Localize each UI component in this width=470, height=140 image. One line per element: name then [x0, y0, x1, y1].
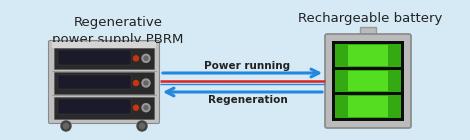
Text: Rechargeable battery: Rechargeable battery	[298, 12, 442, 25]
Circle shape	[61, 121, 71, 131]
FancyBboxPatch shape	[48, 40, 159, 123]
Text: Regeneration: Regeneration	[208, 95, 287, 105]
FancyBboxPatch shape	[325, 34, 411, 128]
Circle shape	[142, 79, 150, 87]
Bar	[332, 41, 404, 121]
Bar	[58, 50, 131, 65]
Circle shape	[142, 54, 150, 62]
Bar	[335, 95, 401, 118]
Bar	[348, 71, 388, 91]
Bar	[348, 96, 388, 117]
Bar	[54, 47, 154, 69]
Bar	[348, 45, 388, 66]
Bar	[54, 72, 154, 94]
Circle shape	[133, 80, 139, 86]
Circle shape	[144, 56, 148, 60]
Bar	[335, 44, 401, 67]
Circle shape	[63, 123, 69, 129]
Circle shape	[144, 106, 148, 110]
Circle shape	[133, 105, 139, 110]
Text: Regenerative
power supply PBRM: Regenerative power supply PBRM	[52, 16, 184, 46]
Circle shape	[140, 123, 144, 129]
Bar	[52, 42, 156, 48]
Bar	[58, 99, 131, 114]
Bar	[58, 75, 131, 89]
Bar	[54, 97, 154, 118]
Circle shape	[142, 104, 150, 112]
Text: Power running: Power running	[204, 61, 290, 71]
Bar	[360, 27, 376, 37]
Circle shape	[137, 121, 147, 131]
Circle shape	[144, 81, 148, 85]
Bar	[335, 70, 401, 92]
Circle shape	[133, 56, 139, 61]
